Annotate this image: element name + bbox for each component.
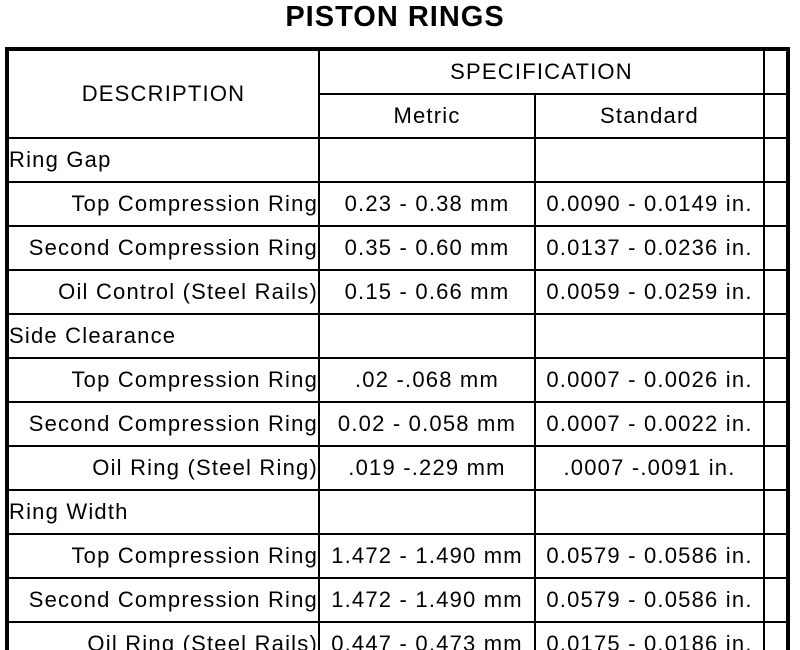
section-header-cell: Side Clearance xyxy=(6,313,320,359)
standard-value-cell: .0007 -.0091 in. xyxy=(534,445,765,491)
standard-value-cell: 0.0137 - 0.0236 in. xyxy=(534,225,765,271)
spec-row: Oil Control (Steel Rails) 0.15 - 0.66 mm… xyxy=(6,269,789,315)
metric-value-cell: .019 -.229 mm xyxy=(318,445,536,491)
spec-row: Second Compression Ring 0.02 - 0.058 mm … xyxy=(6,401,789,447)
metric-value-cell: 1.472 - 1.490 mm xyxy=(318,533,536,579)
metric-value-cell: 0.15 - 0.66 mm xyxy=(318,269,536,315)
standard-value-cell xyxy=(534,137,765,183)
description-cell: Top Compression Ring xyxy=(6,533,320,579)
standard-value-cell: 0.0059 - 0.0259 in. xyxy=(534,269,765,315)
description-cell: Top Compression Ring xyxy=(6,357,320,403)
spec-row: Second Compression Ring 0.35 - 0.60 mm 0… xyxy=(6,225,789,271)
spec-row: Oil Ring (Steel Rails) 0.447 - 0.473 mm … xyxy=(6,621,789,650)
metric-value-cell xyxy=(318,489,536,535)
metric-value-cell: 1.472 - 1.490 mm xyxy=(318,577,536,623)
description-column-header: DESCRIPTION xyxy=(6,48,320,139)
spec-row: Oil Ring (Steel Ring) .019 -.229 mm .000… xyxy=(6,445,789,491)
standard-value-cell xyxy=(534,313,765,359)
description-cell: Top Compression Ring xyxy=(6,181,320,227)
spec-row: Top Compression Ring .02 -.068 mm 0.0007… xyxy=(6,357,789,403)
section-row-ring-width: Ring Width xyxy=(6,489,789,535)
description-cell: Second Compression Ring xyxy=(6,577,320,623)
metric-value-cell xyxy=(318,137,536,183)
spacer-cell xyxy=(763,181,789,227)
spacer-cell xyxy=(763,577,789,623)
table-header-row-1: DESCRIPTION SPECIFICATION xyxy=(6,48,789,139)
piston-rings-spec-table: DESCRIPTION SPECIFICATION Metric Standar… xyxy=(5,47,790,650)
standard-value-cell: 0.0175 - 0.0186 in. xyxy=(534,621,765,650)
spacer-cell xyxy=(763,137,789,183)
section-header-cell: Ring Width xyxy=(6,489,320,535)
description-cell: Oil Control (Steel Rails) xyxy=(6,269,320,315)
standard-column-header: Standard xyxy=(534,93,765,139)
metric-column-header: Metric xyxy=(318,93,536,139)
standard-value-cell: 0.0007 - 0.0022 in. xyxy=(534,401,765,447)
description-cell: Oil Ring (Steel Ring) xyxy=(6,445,320,491)
spacer-cell xyxy=(763,401,789,447)
standard-value-cell: 0.0579 - 0.0586 in. xyxy=(534,577,765,623)
spacer-cell xyxy=(763,225,789,271)
spacer-cell xyxy=(763,48,789,95)
spacer-cell xyxy=(763,533,789,579)
section-row-ring-gap: Ring Gap xyxy=(6,137,789,183)
spacer-cell xyxy=(763,621,789,650)
description-cell: Second Compression Ring xyxy=(6,401,320,447)
spacer-cell xyxy=(763,445,789,491)
standard-value-cell: 0.0090 - 0.0149 in. xyxy=(534,181,765,227)
section-row-side-clearance: Side Clearance xyxy=(6,313,789,359)
metric-value-cell: 0.02 - 0.058 mm xyxy=(318,401,536,447)
metric-value-cell: 0.23 - 0.38 mm xyxy=(318,181,536,227)
description-cell: Oil Ring (Steel Rails) xyxy=(6,621,320,650)
spec-row: Second Compression Ring 1.472 - 1.490 mm… xyxy=(6,577,789,623)
standard-value-cell xyxy=(534,489,765,535)
section-header-cell: Ring Gap xyxy=(6,137,320,183)
spacer-cell xyxy=(763,357,789,403)
metric-value-cell: 0.35 - 0.60 mm xyxy=(318,225,536,271)
table-header-row-2: Metric Standard xyxy=(7,93,789,139)
description-cell: Second Compression Ring xyxy=(6,225,320,271)
standard-value-cell: 0.0579 - 0.0586 in. xyxy=(534,533,765,579)
metric-value-cell xyxy=(318,313,536,359)
spacer-cell xyxy=(763,93,789,139)
spec-row: Top Compression Ring 0.23 - 0.38 mm 0.00… xyxy=(6,181,789,227)
metric-value-cell: 0.447 - 0.473 mm xyxy=(318,621,536,650)
specification-column-header: SPECIFICATION xyxy=(318,48,765,95)
spec-row: Top Compression Ring 1.472 - 1.490 mm 0.… xyxy=(6,533,789,579)
metric-value-cell: .02 -.068 mm xyxy=(318,357,536,403)
page-title: PISTON RINGS xyxy=(285,1,505,33)
spacer-cell xyxy=(763,489,789,535)
spacer-cell xyxy=(763,269,789,315)
standard-value-cell: 0.0007 - 0.0026 in. xyxy=(534,357,765,403)
spacer-cell xyxy=(763,313,789,359)
